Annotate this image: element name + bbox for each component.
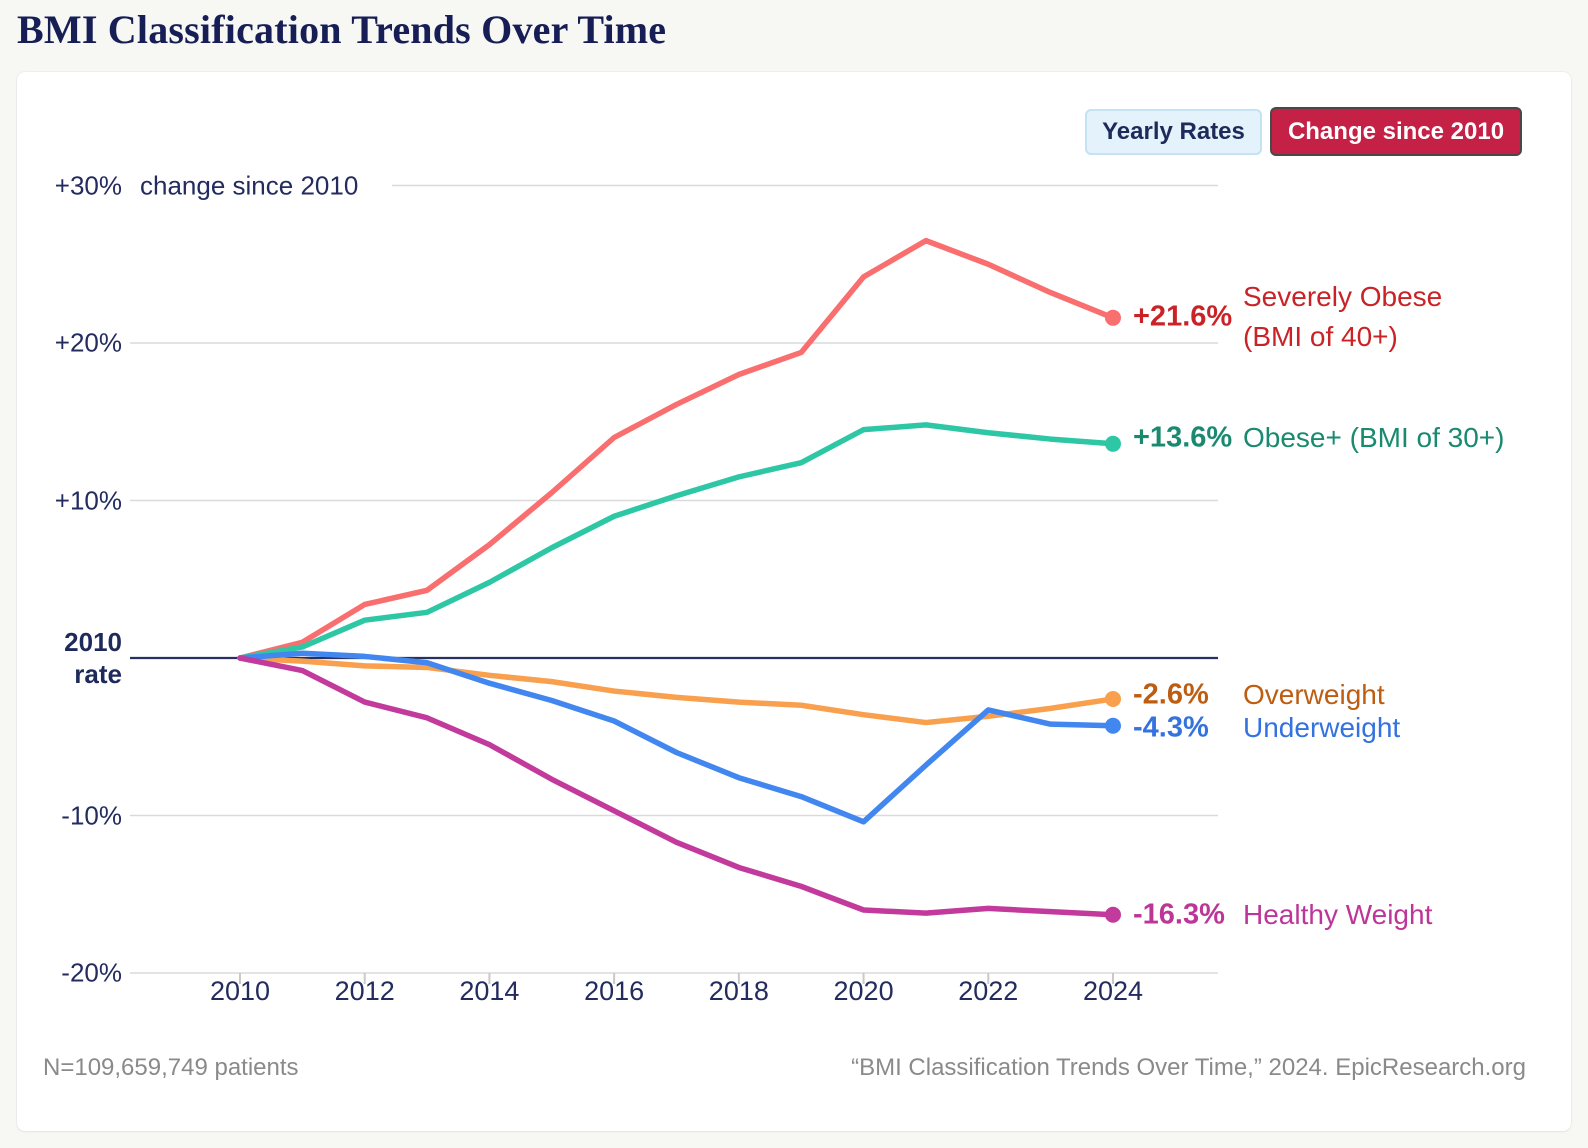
page-title: BMI Classification Trends Over Time [17, 7, 667, 52]
source-citation: “BMI Classification Trends Over Time,” 2… [851, 1054, 1526, 1081]
change-since-2010-button[interactable]: Change since 2010 [1270, 107, 1522, 156]
sample-size-note: N=109,659,749 patients [43, 1054, 299, 1081]
yearly-rates-button[interactable]: Yearly Rates [1085, 109, 1262, 155]
chart-card [17, 72, 1571, 1131]
